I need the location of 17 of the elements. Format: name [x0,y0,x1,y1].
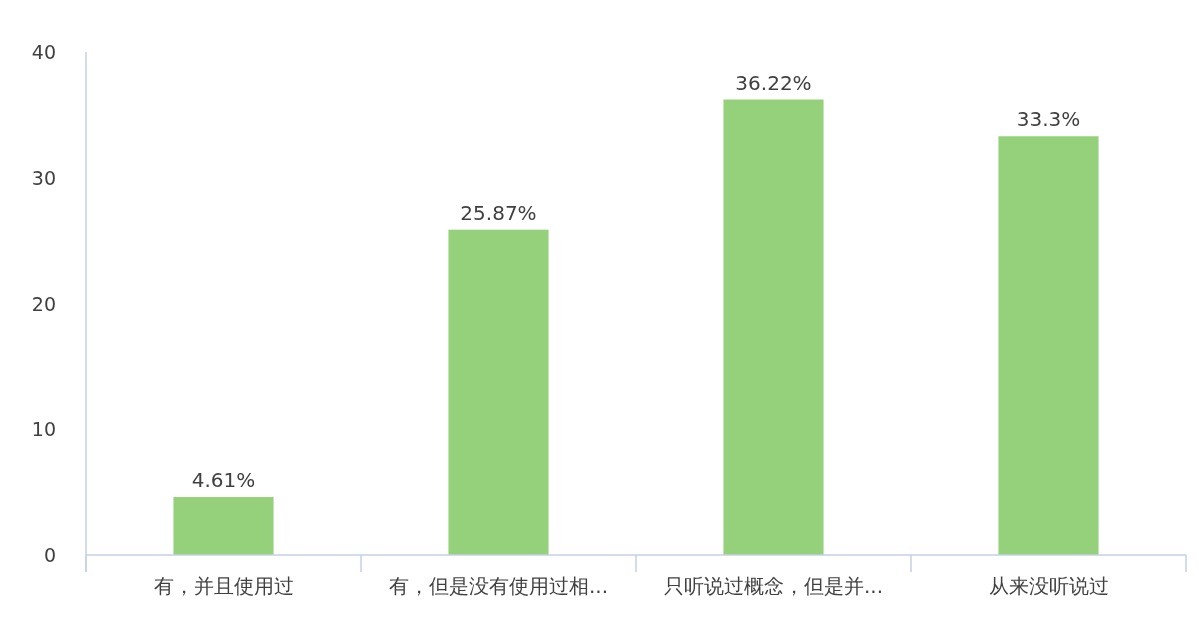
bar [173,497,274,555]
x-tick-label: 只听说过概念，但是并... [663,574,884,598]
data-label: 33.3% [1016,107,1081,132]
data-label: 4.61% [191,468,256,493]
bar [998,136,1099,555]
x-tick-label: 有，并且使用过 [153,574,294,598]
y-tick-label: 40 [31,41,56,63]
y-tick-label: 20 [31,292,56,315]
bar [723,99,824,555]
y-tick-label: 0 [43,544,56,566]
data-label: 36.22% [735,70,812,95]
data-label: 25.87% [460,200,537,225]
bar [448,229,549,555]
x-tick-label: 有，但是没有使用过相... [388,574,609,598]
x-tick-label: 从来没听说过 [988,574,1109,598]
y-tick-label: 10 [31,418,56,441]
y-tick-label: 30 [31,166,56,189]
